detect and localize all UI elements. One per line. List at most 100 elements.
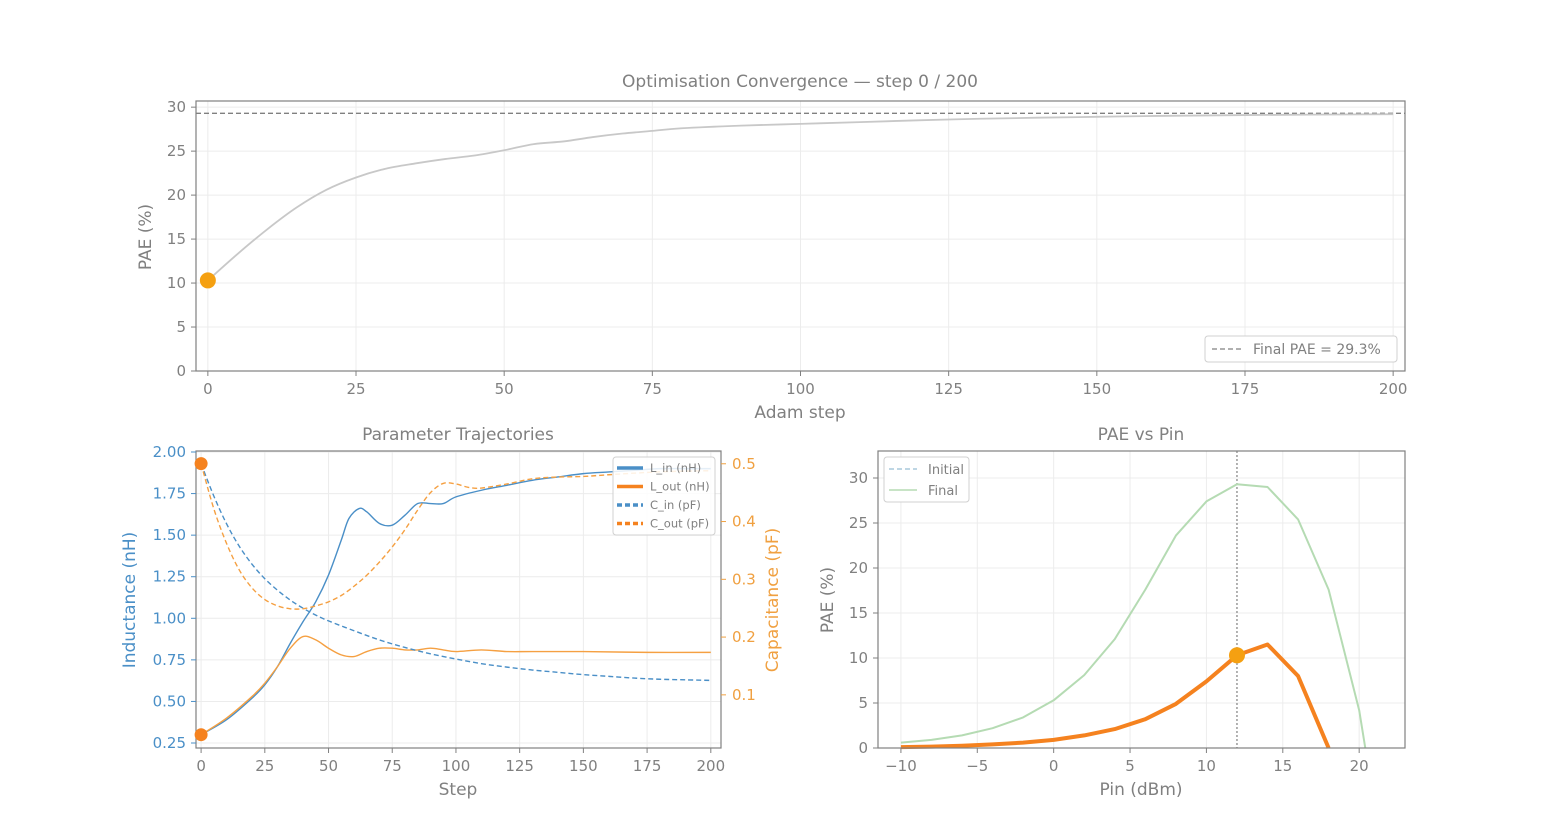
final-curve [900,483,1367,749]
x-tick-label: 50 [495,380,514,398]
trajectories-legend-box [612,456,716,536]
convergence-panel: Optimisation Convergence — step 0 / 200 … [136,72,1407,423]
y-tick-label: 1.25 [153,568,186,586]
x-tick-label: 25 [255,757,274,775]
pae-vs-pin-plot-frame [877,450,1406,749]
current-parameter-point [194,457,208,471]
trajectories-current-markers [194,457,208,742]
x-tick-label: 100 [786,380,815,398]
legend-label: Final [928,484,958,499]
l-in-line [200,467,711,736]
x-tick-label: 150 [569,757,598,775]
x-tick-label: 175 [1231,380,1260,398]
capacitance-axis-label: Capacitance (pF) [763,528,783,672]
x-tick-label: −5 [966,757,988,775]
convergence-y-ticks: 0 5 10 15 20 25 30 [167,98,196,380]
pae-vs-pin-current-marker [1228,647,1245,664]
y-right-tick-label: 0.4 [732,513,756,531]
current-step-point [199,272,216,289]
trajectories-plot-frame [195,450,722,749]
y-right-tick-label: 0.3 [732,570,756,588]
y-tick-label: 1.75 [153,485,186,503]
x-tick-label: 50 [319,757,338,775]
y-tick-label: 20 [167,186,186,204]
convergence-y-label: PAE (%) [136,204,156,270]
y-tick-label: 30 [849,469,868,487]
x-tick-label: 20 [1350,757,1369,775]
y-tick-label: 1.00 [153,609,186,627]
convergence-x-label: Adam step [754,403,845,423]
trajectories-y-ticks-right: 0.1 0.2 0.3 0.4 0.5 [721,455,756,704]
x-tick-label: 200 [1379,380,1408,398]
y-tick-label: 15 [167,230,186,248]
trajectories-legend: L_in (nH) L_out (nH) C_in (pF) C_out (pF) [612,456,716,536]
y-tick-label: 1.50 [153,526,186,544]
inductance-axis-label: Inductance (nH) [120,532,140,669]
x-tick-label: 25 [346,380,365,398]
x-tick-label: 100 [442,757,471,775]
initial-curve [900,643,1330,749]
x-tick-label: 75 [383,757,402,775]
trajectories-y-ticks-left: 0.25 0.50 0.75 1.00 1.25 1.50 1.75 2.00 [153,443,196,752]
y-tick-label: 0.25 [153,734,186,752]
legend-label: C_out (pF) [650,517,709,531]
convergence-x-ticks: 0 25 50 75 100 125 150 175 200 [203,371,1407,398]
convergence-title: Optimisation Convergence — step 0 / 200 [622,72,978,92]
l-out-line [200,635,711,736]
trajectories-title: Parameter Trajectories [362,425,554,445]
pae-vs-pin-series [900,483,1367,750]
y-right-tick-label: 0.1 [732,686,756,704]
x-tick-label: 150 [1083,380,1112,398]
y-tick-label: 5 [858,694,868,712]
x-tick-label: 200 [696,757,725,775]
pae-vs-pin-x-label: Pin (dBm) [1099,780,1182,800]
x-tick-label: 125 [505,757,534,775]
current-curve [900,642,1331,750]
x-tick-label: 125 [934,380,963,398]
x-tick-label: 5 [1125,757,1135,775]
convergence-current-marker [199,272,216,289]
x-tick-label: 0 [1049,757,1059,775]
x-tick-label: −10 [885,757,917,775]
pae-vs-pin-legend: Initial Final [883,456,970,503]
y-tick-label: 15 [849,604,868,622]
pae-vs-pin-x-ticks: −10 −5 0 5 10 15 20 [885,748,1369,775]
x-tick-label: 0 [196,757,206,775]
y-right-tick-label: 0.2 [732,628,756,646]
pae-vs-pin-panel: PAE vs Pin −10 −5 0 5 10 15 20 0 5 10 15 20 25 30 Pi… [818,425,1406,800]
current-parameter-point [194,728,208,742]
y-tick-label: 25 [167,142,186,160]
legend-label: L_in (nH) [650,461,701,475]
y-right-tick-label: 0.5 [732,455,756,473]
convergence-series [207,113,1394,282]
x-tick-label: 15 [1273,757,1292,775]
convergence-grid [196,101,1405,372]
pae-vs-pin-title: PAE vs Pin [1098,425,1185,445]
y-tick-label: 0 [176,362,186,380]
y-tick-label: 25 [849,514,868,532]
x-tick-label: 0 [203,380,213,398]
y-tick-label: 5 [176,318,186,336]
convergence-legend: Final PAE = 29.3% [1204,335,1398,363]
current-pin-point [1228,647,1245,664]
x-tick-label: 75 [643,380,662,398]
trajectories-series [200,463,711,736]
pae-vs-pin-y-ticks: 0 5 10 15 20 25 30 [849,469,878,757]
c-in-line [200,463,711,682]
y-tick-label: 10 [849,649,868,667]
x-tick-label: 10 [1197,757,1216,775]
y-tick-label: 0.50 [153,692,186,710]
convergence-line [207,113,1394,282]
y-tick-label: 30 [167,98,186,116]
legend-label: Initial [928,463,964,478]
legend-label: L_out (nH) [650,480,710,494]
y-tick-label: 0 [858,739,868,757]
trajectories-panel: Parameter Trajectories 0 25 50 75 100 125 150 1… [120,425,783,800]
y-tick-label: 0.75 [153,651,186,669]
y-tick-label: 2.00 [153,443,186,461]
trajectories-x-label: Step [439,780,478,800]
trajectories-x-ticks: 0 25 50 75 100 125 150 175 200 [196,748,725,775]
y-tick-label: 20 [849,559,868,577]
x-tick-label: 175 [633,757,662,775]
